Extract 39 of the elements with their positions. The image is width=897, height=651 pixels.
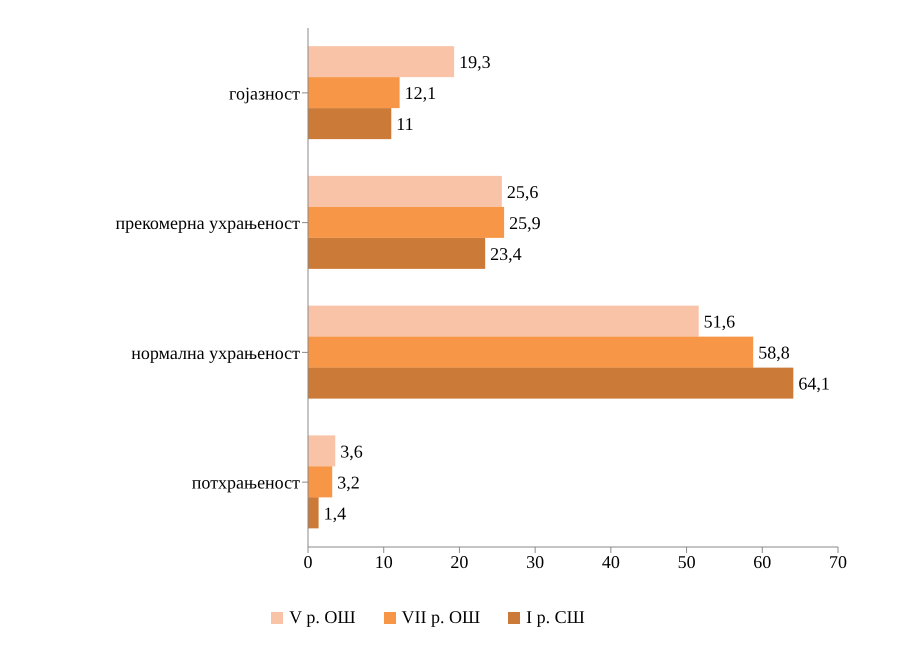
data-label: 3,2 xyxy=(337,472,360,492)
data-label: 25,9 xyxy=(509,212,541,233)
x-tick-label: 30 xyxy=(526,552,544,572)
x-tick-label: 70 xyxy=(829,552,847,572)
data-label: 23,4 xyxy=(490,244,522,264)
data-label: 12,1 xyxy=(404,83,436,104)
legend-label: I р. СШ xyxy=(525,607,585,628)
bar xyxy=(308,46,454,78)
x-tick-label: 50 xyxy=(678,552,696,572)
bar xyxy=(308,435,336,466)
data-label: 25,6 xyxy=(506,182,538,202)
bar xyxy=(308,336,754,368)
data-label: 19,3 xyxy=(459,52,491,72)
bar xyxy=(308,368,794,399)
data-label: 11 xyxy=(396,114,414,134)
y-tick-label: прекомерна ухрањеност xyxy=(115,213,300,234)
data-label: 58,8 xyxy=(758,342,790,363)
legend-label: VII р. ОШ xyxy=(400,607,480,628)
x-tick-label: 40 xyxy=(602,552,620,572)
x-tick-label: 0 xyxy=(304,552,312,572)
x-tick-label: 10 xyxy=(374,552,393,572)
bar xyxy=(308,176,502,207)
data-label: 1,4 xyxy=(324,503,346,524)
data-label: 51,6 xyxy=(704,312,736,332)
bar xyxy=(308,77,400,108)
bar xyxy=(308,306,699,337)
data-label: 3,6 xyxy=(340,441,363,462)
y-tick-label: нормална ухрањеност xyxy=(131,342,300,363)
bar xyxy=(308,108,392,140)
x-tick-label: 60 xyxy=(753,552,772,572)
bar xyxy=(308,497,319,528)
data-label: 64,1 xyxy=(798,374,830,394)
x-tick-label: 20 xyxy=(450,552,468,572)
legend-label: V р. ОШ xyxy=(288,607,356,628)
y-tick-label: гојазност xyxy=(229,83,300,104)
bar xyxy=(308,206,504,238)
y-tick-label: потхрањеност xyxy=(192,472,300,493)
bar xyxy=(308,466,332,498)
bar xyxy=(308,238,486,269)
